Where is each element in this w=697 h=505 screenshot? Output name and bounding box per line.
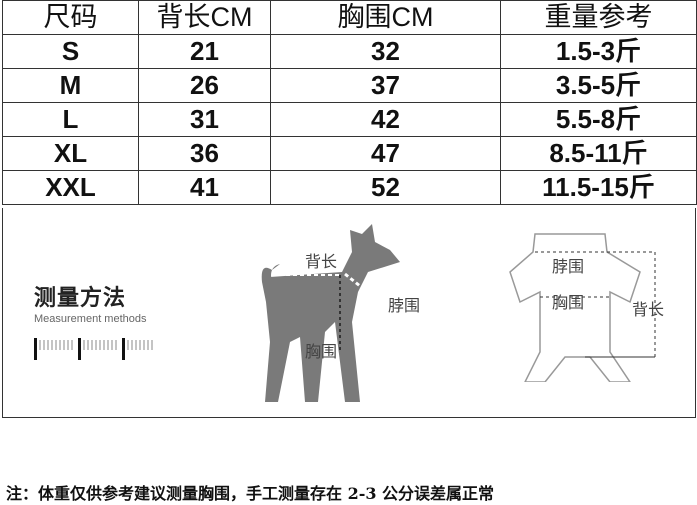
- table-cell: 21: [138, 34, 271, 69]
- table-cell: 37: [270, 68, 501, 103]
- method-title: 测量方法: [34, 285, 127, 310]
- table-cell: 36: [138, 136, 271, 171]
- table-cell: XXL: [2, 170, 139, 205]
- measurement-section: [2, 208, 696, 418]
- garment-diagram-icon: [509, 233, 656, 382]
- header-cell: 背长CM: [138, 0, 271, 35]
- header-cell: 尺码: [2, 0, 139, 35]
- footnote: 注：体重仅供参考建议测量胸围，手工测量存在 2-3 公分误差属正常: [6, 484, 495, 503]
- table-cell: 42: [270, 102, 501, 137]
- table-cell: 1.5-3斤: [500, 34, 697, 69]
- table-row: S 21 32 1.5-3斤: [2, 34, 697, 69]
- table-row: XXL 41 52 11.5-15斤: [2, 170, 697, 205]
- header-cell: 胸围CM: [270, 0, 501, 35]
- dog-back-label: 背长: [305, 254, 338, 271]
- table-cell: XL: [2, 136, 139, 171]
- method-subtitle: Measurement methods: [34, 313, 147, 325]
- dog-silhouette-icon: [261, 224, 400, 402]
- table-cell: 8.5-11斤: [500, 136, 697, 171]
- table-cell: 52: [270, 170, 501, 205]
- table-cell: 41: [138, 170, 271, 205]
- garment-neck-label: 脖围: [552, 259, 585, 276]
- table-cell: 47: [270, 136, 501, 171]
- table-cell: 3.5-5斤: [500, 68, 697, 103]
- table-cell: 26: [138, 68, 271, 103]
- dog-chest-label: 胸围: [305, 344, 338, 361]
- ruler-icon: [34, 338, 153, 360]
- table-cell: M: [2, 68, 139, 103]
- garment-back-label: 背长: [632, 302, 665, 319]
- table-cell: 31: [138, 102, 271, 137]
- dog-neck-label: 脖围: [388, 298, 421, 315]
- table-row: L 31 42 5.5-8斤: [2, 102, 697, 137]
- table-cell: S: [2, 34, 139, 69]
- table-cell: L: [2, 102, 139, 137]
- header-cell: 重量参考: [500, 0, 697, 35]
- size-table: 尺码 背长CM 胸围CM 重量参考 S 21 32 1.5-3斤 M 26 37 3.5-5斤…: [2, 0, 697, 205]
- table-cell: 5.5-8斤: [500, 102, 697, 137]
- table-cell: 11.5-15斤: [500, 170, 697, 205]
- table-row: XL 36 47 8.5-11斤: [2, 136, 697, 171]
- table-row: M 26 37 3.5-5斤: [2, 68, 697, 103]
- table-cell: 32: [270, 34, 501, 69]
- garment-chest-label: 胸围: [552, 295, 585, 312]
- table-header: 尺码 背长CM 胸围CM 重量参考: [2, 0, 697, 35]
